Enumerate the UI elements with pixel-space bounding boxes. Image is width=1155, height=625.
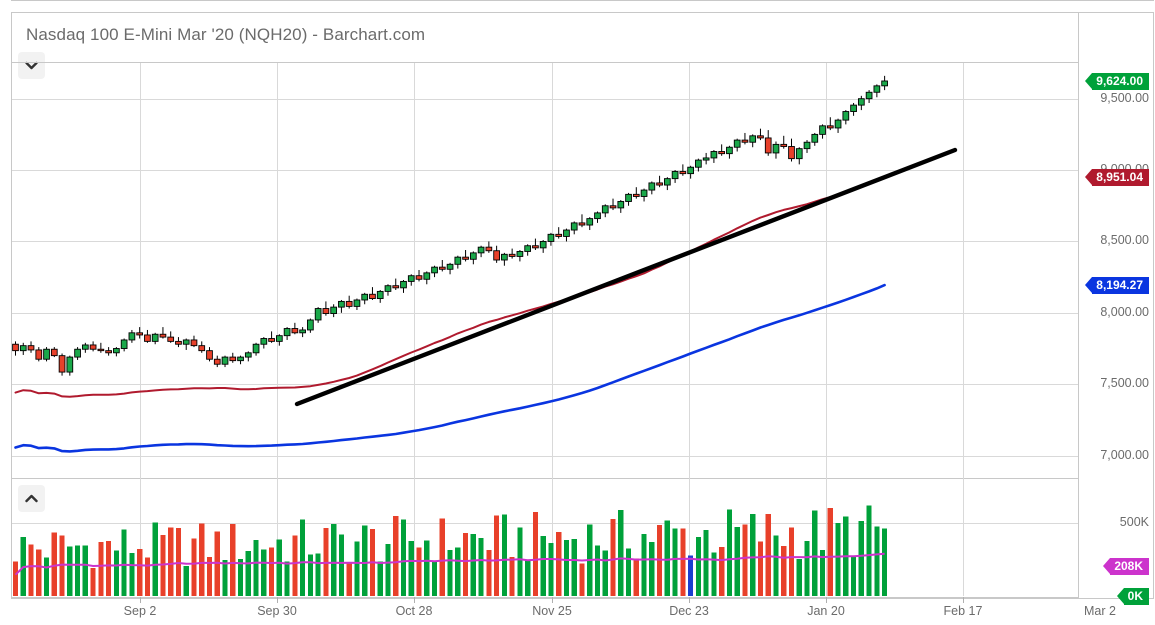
date-axis-tick-label: Dec 23: [669, 604, 709, 618]
date-axis-tick-label: Oct 28: [395, 604, 433, 618]
price-axis-separator: [1078, 12, 1079, 599]
last-price-badge: 9,624.00: [1085, 73, 1149, 90]
chevron-up-icon[interactable]: [18, 485, 45, 512]
volume-xaxis-separator: [11, 597, 1079, 598]
date-gridline: [552, 63, 553, 596]
header-separator: [11, 62, 1079, 63]
date-gridline: [414, 63, 415, 596]
price-axis-tick-label: 9,500.00: [1100, 91, 1149, 105]
price-axis-tick-label: 8,000.00: [1100, 305, 1149, 319]
price-gridline: [12, 170, 1078, 171]
date-axis-tick: [277, 597, 278, 603]
chart-title: Nasdaq 100 E-Mini Mar '20 (NQH20) - Barc…: [26, 25, 426, 44]
price-axis-tick-label: 7,500.00: [1100, 376, 1149, 390]
volume-axis-tick-label: 500K: [1119, 515, 1149, 529]
price-gridline: [12, 241, 1078, 242]
chevron-down-icon[interactable]: [18, 52, 45, 79]
date-axis-tick-label: Mar 2: [1084, 604, 1116, 618]
chart-frame: [11, 12, 1154, 599]
date-axis-tick: [140, 597, 141, 603]
date-axis-tick-label: Jan 20: [807, 604, 845, 618]
volume-gridline: [12, 523, 1078, 524]
price-gridline: [12, 384, 1078, 385]
date-axis-tick: [414, 597, 415, 603]
date-gridline: [826, 63, 827, 596]
price-gridline: [12, 313, 1078, 314]
date-axis-tick-label: Nov 25: [532, 604, 572, 618]
price-axis-tick-label: 7,000.00: [1100, 448, 1149, 462]
date-axis-tick-label: Sep 30: [257, 604, 297, 618]
volume-last-badge: 0K: [1116, 588, 1149, 605]
ma-slow-badge: 8,194.27: [1085, 277, 1149, 294]
date-axis-tick: [552, 597, 553, 603]
date-axis-tick: [963, 597, 964, 603]
date-axis-tick-label: Sep 2: [123, 604, 157, 618]
price-axis-tick-label: 8,500.00: [1100, 233, 1149, 247]
price-volume-separator: [11, 478, 1079, 479]
price-gridline: [12, 99, 1078, 100]
date-gridline: [140, 63, 141, 596]
date-gridline: [277, 63, 278, 596]
date-axis-tick: [689, 597, 690, 603]
date-gridline: [963, 63, 964, 596]
top-cut-divider: [11, 0, 1154, 1]
date-axis-tick-label: Feb 17: [943, 604, 983, 618]
ma-fast-badge: 8,951.04: [1085, 169, 1149, 186]
date-gridline: [689, 63, 690, 596]
date-axis-tick: [826, 597, 827, 603]
price-gridline: [12, 456, 1078, 457]
volume-average-badge: 208K: [1103, 558, 1149, 575]
